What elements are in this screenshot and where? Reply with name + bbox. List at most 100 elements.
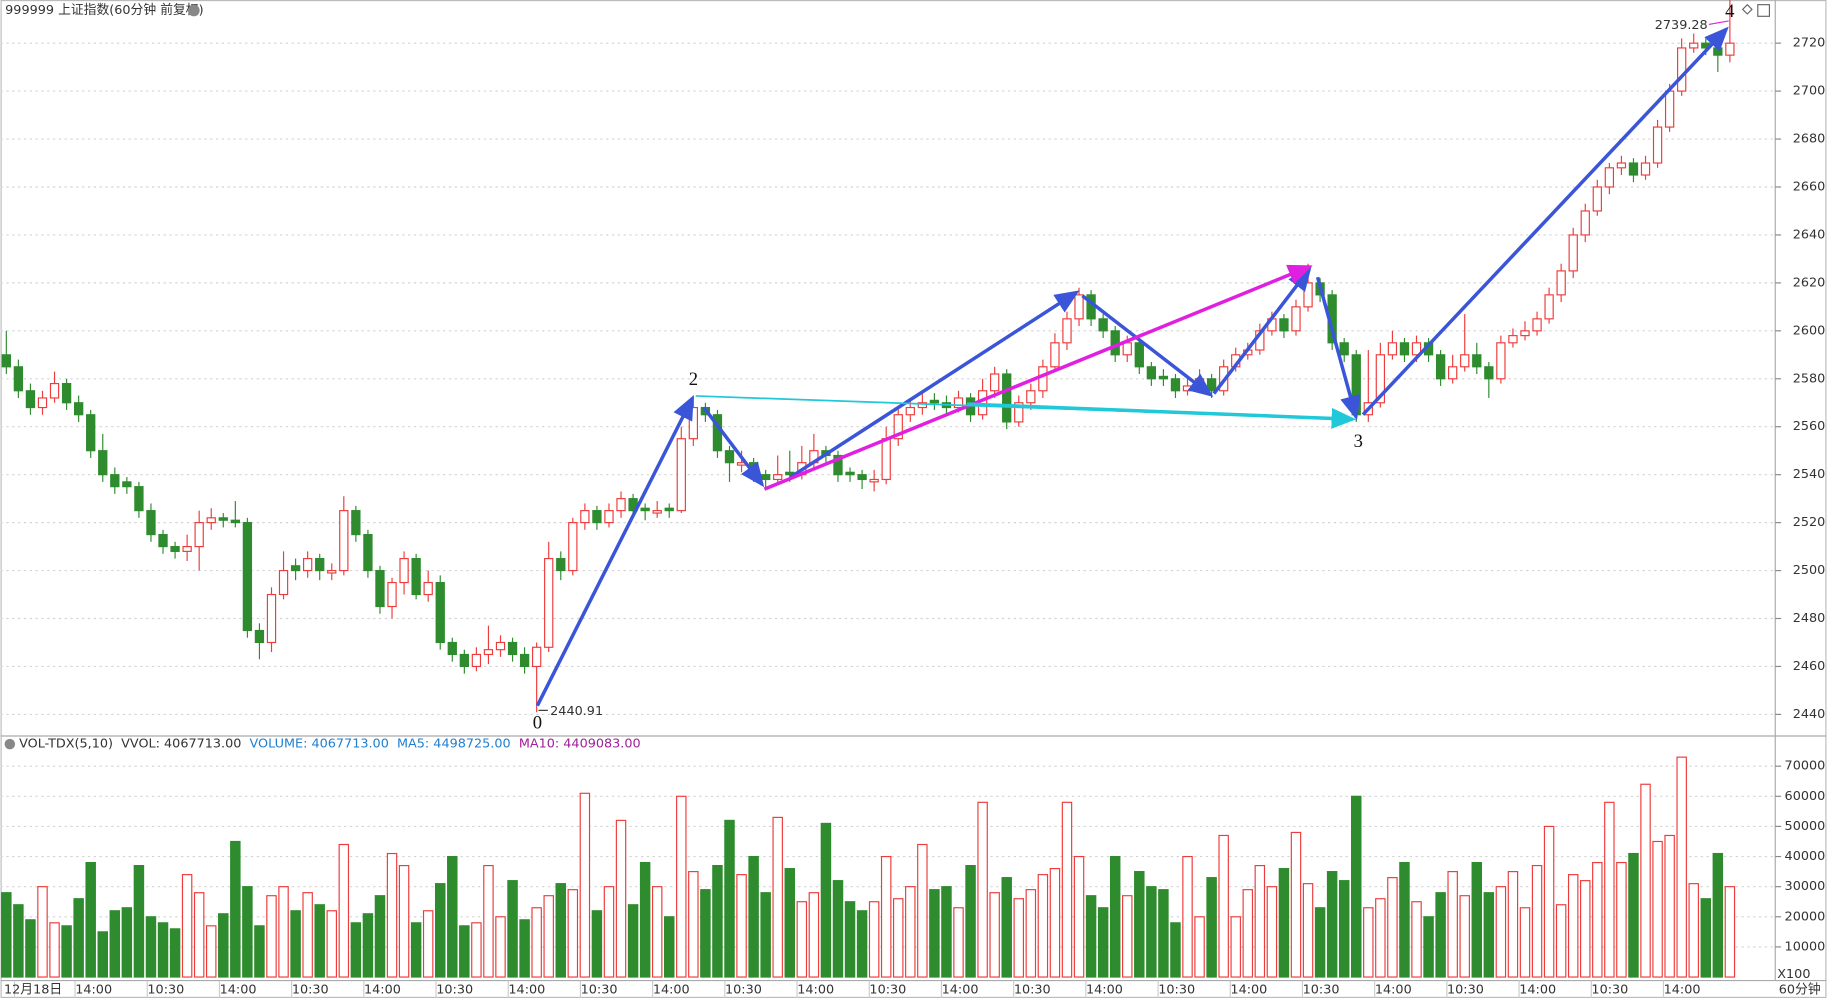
volume-bar [1580,880,1591,978]
candle-body [86,414,96,452]
volume-bar [1363,907,1374,978]
candle-body [929,399,940,404]
x-tick-label: 10:30 [1591,982,1628,997]
pointer [1708,20,1729,26]
volume-header-item: MA10: 4409083.00 [519,737,641,752]
volume-header: VOL-TDX(5,10) VVOL: 4067713.00 VOLUME: 406… [19,737,640,752]
volume-bar [350,922,362,978]
volume-bar [97,931,108,978]
volume-bar [326,910,338,978]
candle-body [387,581,397,608]
candle-body [1568,234,1578,272]
volume-bar [1640,783,1651,978]
volume-bar [1242,889,1254,978]
chart-title: 999999 上证指数(60分钟 前复权) [5,2,203,18]
volume-bar [664,916,675,978]
candle-body [423,581,433,596]
candle-body [459,653,469,668]
candle-body [893,414,903,440]
period-label: 60分钟 [1779,981,1821,997]
panel-toggle[interactable] [1757,4,1771,17]
y-tick-label: 2460 [1793,659,1826,674]
channel-arrow [763,264,1313,491]
volume-bar [73,898,84,978]
candle-body [1472,354,1482,368]
volume-bar [1314,907,1326,978]
y-tick-label: 2560 [1793,419,1826,434]
y-tick-label: 2500 [1793,563,1826,578]
volume-bar [314,904,325,978]
volume-unit: X100 [1777,967,1810,982]
candle-body [158,534,168,548]
candle-body [1303,282,1313,308]
volume-bar [1194,916,1205,978]
channel-arrow [966,402,1357,429]
volume-bar [1567,874,1579,978]
volume-bar [1375,898,1386,978]
candle-body [1291,306,1301,332]
y-tick-label: 2480 [1793,611,1826,626]
volume-bar [1146,886,1157,978]
wave-arrow [1315,276,1361,421]
y-tick-label: 2620 [1793,275,1826,290]
candle-body [1146,366,1157,380]
volume-bar [1049,868,1061,978]
volume-bar [1592,861,1603,978]
volume-bar [1290,831,1302,978]
y-tick-label: 2680 [1793,132,1826,147]
volume-menu[interactable] [4,738,16,750]
diamond-icon[interactable] [1741,3,1753,15]
volume-bar [1423,916,1434,978]
x-tick-label: 10:30 [869,982,906,997]
title-menu[interactable] [187,4,200,17]
volume-bar [374,895,386,978]
candle-body [857,474,867,481]
candle-body [845,471,855,476]
volume-bar [796,901,808,978]
x-tick-label: 10:30 [436,982,473,997]
wave-arrow [1361,26,1729,416]
candle-body [1050,342,1060,368]
volume-bar [1652,840,1663,978]
candle-body [339,510,349,572]
volume-bar [1326,871,1338,978]
volume-bar [929,889,940,978]
volume-bar [398,865,410,978]
wave-arrow [702,406,765,488]
volume-bar [1531,865,1543,978]
volume-header-item: MA5: 4498725.00 [397,737,511,752]
volume-bar [434,883,446,978]
candle-body [471,653,482,668]
y-tick-label: 2700 [1793,84,1826,99]
candle-body [580,510,590,524]
wave-arrows [535,20,1729,707]
volume-bar [688,871,699,978]
x-tick-label: 14:00 [75,982,112,997]
volume-bar [242,886,253,978]
volume-bar [1206,877,1217,978]
volume-bar [483,865,494,978]
candle-body [1640,162,1651,176]
volume-bar [760,892,771,978]
volume-bar [1013,898,1025,978]
candle-body [1556,270,1566,296]
low-label: 2440.91 [550,704,603,719]
x-tick-label: 14:00 [1519,982,1556,997]
volume-bar [254,925,265,978]
volume-bar [471,922,482,978]
candle-body [1448,366,1458,380]
volume-bar [1302,883,1314,978]
y-tick-label: 20000 [1785,909,1826,924]
volume-bar [507,880,518,978]
candle-body [1580,210,1590,236]
candle-body [278,569,289,596]
volume-bar [49,922,60,978]
candle-body [869,478,879,483]
y-tick-label: 40000 [1785,849,1826,864]
candle-body [616,498,626,512]
volume-bar [13,904,24,978]
candle-body [134,486,144,512]
volume-bar [302,892,313,978]
volume-bar [1507,871,1519,978]
